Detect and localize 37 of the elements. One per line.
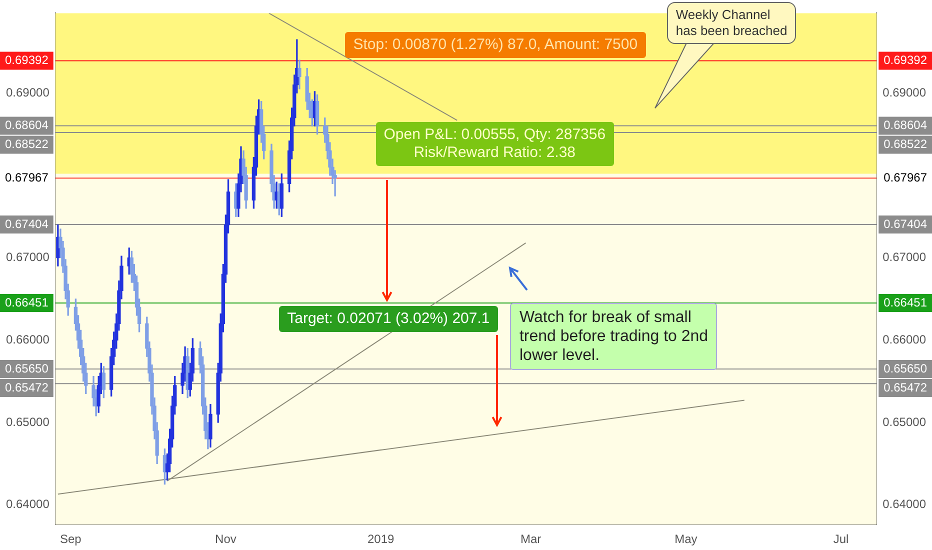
annotation: Target: 0.02071 (3.02%) 207.1 bbox=[279, 306, 498, 332]
text: 0.65472 bbox=[884, 380, 928, 394]
ref-line-label: 0.69392 bbox=[4, 53, 49, 68]
text: 0.66451 bbox=[884, 295, 928, 310]
ref-line-label: 0.65472 bbox=[4, 380, 49, 394]
ref-line-label: 0.65650 bbox=[4, 361, 49, 376]
y2-tick-label: 0.69000 bbox=[882, 85, 926, 100]
y-tick-label: 0.69000 bbox=[6, 85, 50, 100]
x-tick-label: May bbox=[674, 532, 698, 546]
annotation: Open P&L: 0.00555, Qty: 287356 Risk/Reward Ratio: 2.38 bbox=[376, 122, 614, 166]
text: 0.67404 bbox=[884, 216, 928, 231]
x-tick-label: 2019 bbox=[367, 532, 394, 546]
ref-line-label: 0.68604 bbox=[4, 118, 49, 132]
x-tick-label: Nov bbox=[215, 532, 236, 546]
legend-label: 0.68522 bbox=[4, 137, 49, 152]
y-tick-label: 0.65000 bbox=[6, 414, 50, 429]
ref-line-label: 0.66451 bbox=[4, 295, 49, 310]
y2-tick-label: 0.67000 bbox=[882, 250, 926, 264]
ref-line-label: 0.67404 bbox=[4, 216, 49, 231]
x-tick-label: Jul bbox=[833, 532, 849, 546]
y-tick-label: 0.64000 bbox=[6, 497, 50, 512]
y2-tick-label: 0.66000 bbox=[882, 332, 926, 346]
y2-tick-label: 0.64000 bbox=[882, 497, 926, 512]
text: 0.69392 bbox=[884, 53, 928, 68]
x-tick-label: Sep bbox=[60, 532, 82, 546]
y-tick-label: 0.66000 bbox=[6, 332, 50, 346]
y2-tick-label: 0.65000 bbox=[882, 414, 926, 429]
text: 0.68522 bbox=[884, 137, 928, 152]
ref-line-label: 0.67967 bbox=[4, 170, 49, 184]
y-tick-label: 0.67000 bbox=[6, 250, 50, 264]
text: 0.68604 bbox=[884, 118, 928, 132]
annotation: Weekly Channel has been breached bbox=[666, 2, 796, 44]
text: 0.67967 bbox=[884, 170, 928, 184]
text: 0.65650 bbox=[884, 361, 928, 376]
annotation: Stop: 0.00870 (1.27%) 87.0, Amount: 7500 bbox=[345, 32, 646, 58]
x-tick-label: Mar bbox=[520, 532, 542, 546]
annotation: Watch for break of small trend before trading to 2nd lower level. bbox=[510, 303, 718, 370]
